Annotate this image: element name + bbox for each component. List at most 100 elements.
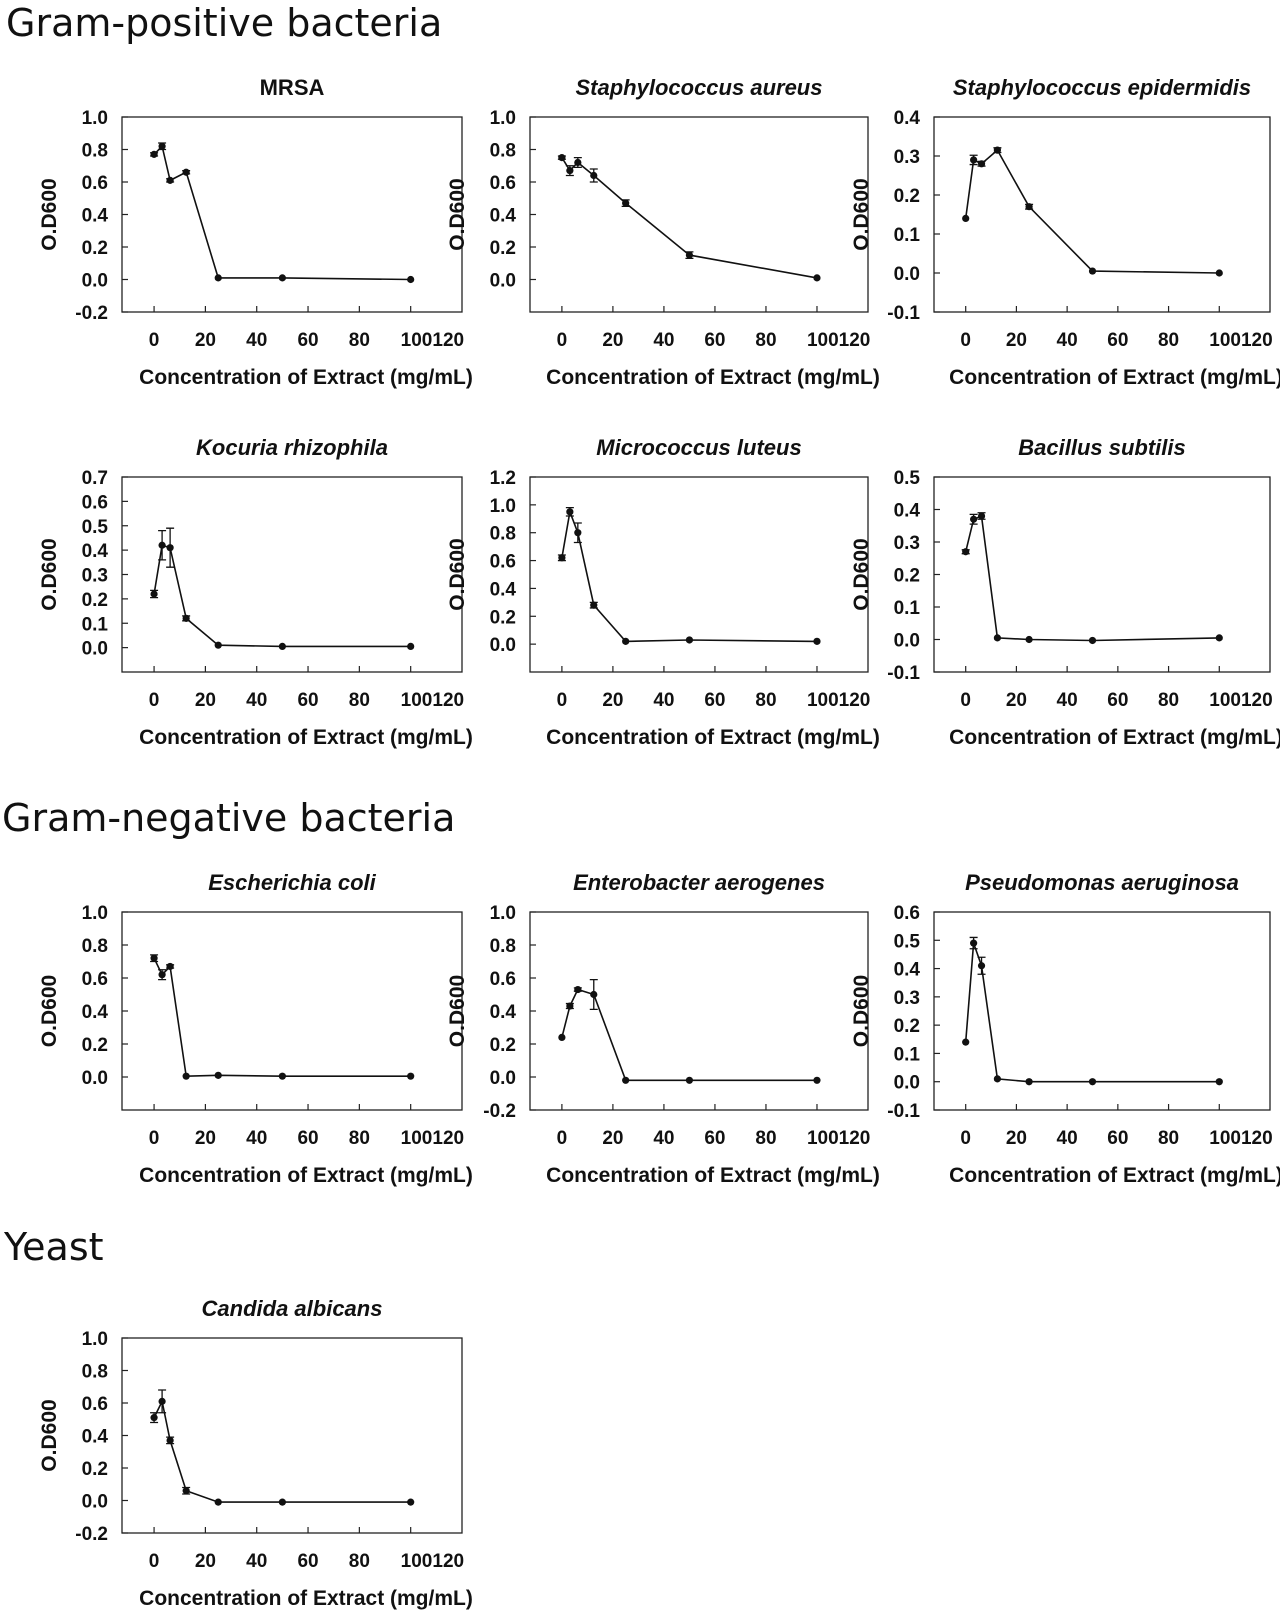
x-tick-label: 0 <box>149 690 160 711</box>
chart-escherichia-coli: Escherichia coli 0.0 0.2 0.4 0.6 0.8 1.0 0 20 40 6… <box>38 870 473 1187</box>
series-line <box>964 514 1220 642</box>
x-tick-label: 20 <box>602 1128 623 1149</box>
data-point <box>407 642 415 651</box>
y-tick-label: 0.8 <box>490 936 516 957</box>
y-axis-label: O.D600 <box>446 178 469 250</box>
x-tick-label: 20 <box>195 1551 216 1572</box>
x-tick-label: 80 <box>349 1128 370 1149</box>
x-tick-label: 40 <box>246 1128 267 1149</box>
data-point <box>214 1071 222 1079</box>
y-tick-label: 0.6 <box>490 969 516 990</box>
x-tick-label: 80 <box>755 330 776 351</box>
y-tick-label: 0.6 <box>82 492 108 513</box>
plot-frame <box>933 476 1271 673</box>
data-point <box>566 508 574 516</box>
chart-title: Escherichia coli <box>208 870 376 895</box>
data-point <box>685 1076 694 1084</box>
x-tick-label: 0 <box>960 330 971 351</box>
x-axis-label: Concentration of Extract (mg/mL) <box>139 1164 473 1187</box>
x-tick-label: 0 <box>149 1551 160 1572</box>
y-tick-label: 0.0 <box>490 635 516 656</box>
x-tick-label: 40 <box>246 690 267 711</box>
data-point <box>622 1076 630 1084</box>
x-tick-label: 40 <box>246 1551 267 1572</box>
x-tick-label: 20 <box>602 690 623 711</box>
data-point <box>685 636 694 644</box>
chart-staphylococcus-aureus: Staphylococcus aureus 0.0 0.2 0.4 0.6 0.8 1.0 0… <box>446 75 880 389</box>
x-tick-label: 100120 <box>401 330 464 351</box>
x-tick-label: 80 <box>1158 1128 1179 1149</box>
x-tick-label: 60 <box>297 690 318 711</box>
data-point <box>150 1414 158 1422</box>
y-tick-label: 0.2 <box>82 1035 108 1056</box>
data-point <box>1025 203 1033 211</box>
x-tick-label: 60 <box>704 690 725 711</box>
x-tick-label: 20 <box>1006 1128 1027 1149</box>
data-point <box>574 985 582 994</box>
x-tick-label: 20 <box>1006 690 1027 711</box>
plot-frame <box>933 911 1271 1111</box>
series-line <box>153 1398 411 1503</box>
data-point <box>150 150 158 158</box>
series-line <box>153 957 411 1078</box>
y-axis-label: O.D600 <box>446 538 469 610</box>
x-tick-label: 40 <box>653 690 674 711</box>
x-tick-label: 40 <box>246 330 267 351</box>
data-point <box>1215 1078 1223 1086</box>
plot-frame <box>529 116 869 313</box>
data-point <box>993 634 1001 642</box>
data-point <box>166 176 174 184</box>
series-line <box>153 544 411 648</box>
y-tick-label: 0.2 <box>82 238 108 259</box>
data-point <box>1215 634 1223 642</box>
data-point <box>182 1487 190 1495</box>
data-point <box>182 614 190 622</box>
data-point <box>182 1072 190 1080</box>
chart-pseudomonas-aeruginosa: Pseudomonas aeruginosa -0.1 0.0 0.1 0.2 0.3 0.… <box>850 870 1280 1187</box>
x-tick-label: 40 <box>653 330 674 351</box>
y-tick-label: 0.1 <box>894 598 921 619</box>
data-point <box>622 199 630 207</box>
y-tick-label: 0.4 <box>894 108 921 129</box>
x-tick-label: 80 <box>349 1551 370 1572</box>
data-point <box>590 990 598 999</box>
data-point <box>977 962 986 970</box>
chart-title: Candida albicans <box>202 1296 383 1321</box>
y-tick-label: 0.6 <box>490 173 516 194</box>
data-point <box>970 156 978 164</box>
chart-title: Micrococcus luteus <box>596 435 801 460</box>
data-point <box>993 146 1001 154</box>
data-point <box>970 939 978 947</box>
y-axis-label: O.D600 <box>850 178 873 250</box>
chart-title: Staphylococcus epidermidis <box>953 75 1251 100</box>
x-tick-label: 0 <box>557 1128 568 1149</box>
data-point <box>1025 1078 1033 1086</box>
y-tick-label: 0.0 <box>82 639 108 660</box>
y-axis-label: O.D600 <box>38 178 61 250</box>
data-point <box>150 590 158 598</box>
y-tick-label: 0.1 <box>894 1044 921 1065</box>
y-tick-label: 0.2 <box>490 238 516 259</box>
y-tick-label: 0.4 <box>82 1427 109 1448</box>
section-title-gram-positive: Gram-positive bacteria <box>6 1 442 45</box>
y-tick-label: 0.2 <box>894 566 920 587</box>
chart-micrococcus-luteus: Micrococcus luteus 0.0 0.2 0.4 0.6 0.8 1.0 1.2 0… <box>446 435 880 749</box>
x-tick-label: 40 <box>653 1128 674 1149</box>
x-tick-label: 100120 <box>1209 330 1272 351</box>
section-title-gram-negative: Gram-negative bacteria <box>2 796 455 840</box>
data-point <box>813 637 821 645</box>
y-tick-label: 0.0 <box>82 1068 108 1089</box>
x-axis-label: Concentration of Extract (mg/mL) <box>546 366 880 389</box>
chart-title: Enterobacter aerogenes <box>573 870 825 895</box>
x-tick-label: 100120 <box>1209 1128 1272 1149</box>
x-tick-label: 60 <box>704 330 725 351</box>
y-tick-label: 0.2 <box>82 1459 108 1480</box>
data-point <box>813 1076 821 1084</box>
y-axis-label: O.D600 <box>38 1399 61 1471</box>
data-point <box>158 541 166 549</box>
data-point <box>590 601 598 609</box>
data-point <box>214 641 222 649</box>
y-tick-label: 0.5 <box>894 468 921 489</box>
series-line <box>561 508 818 643</box>
data-point <box>566 167 574 175</box>
